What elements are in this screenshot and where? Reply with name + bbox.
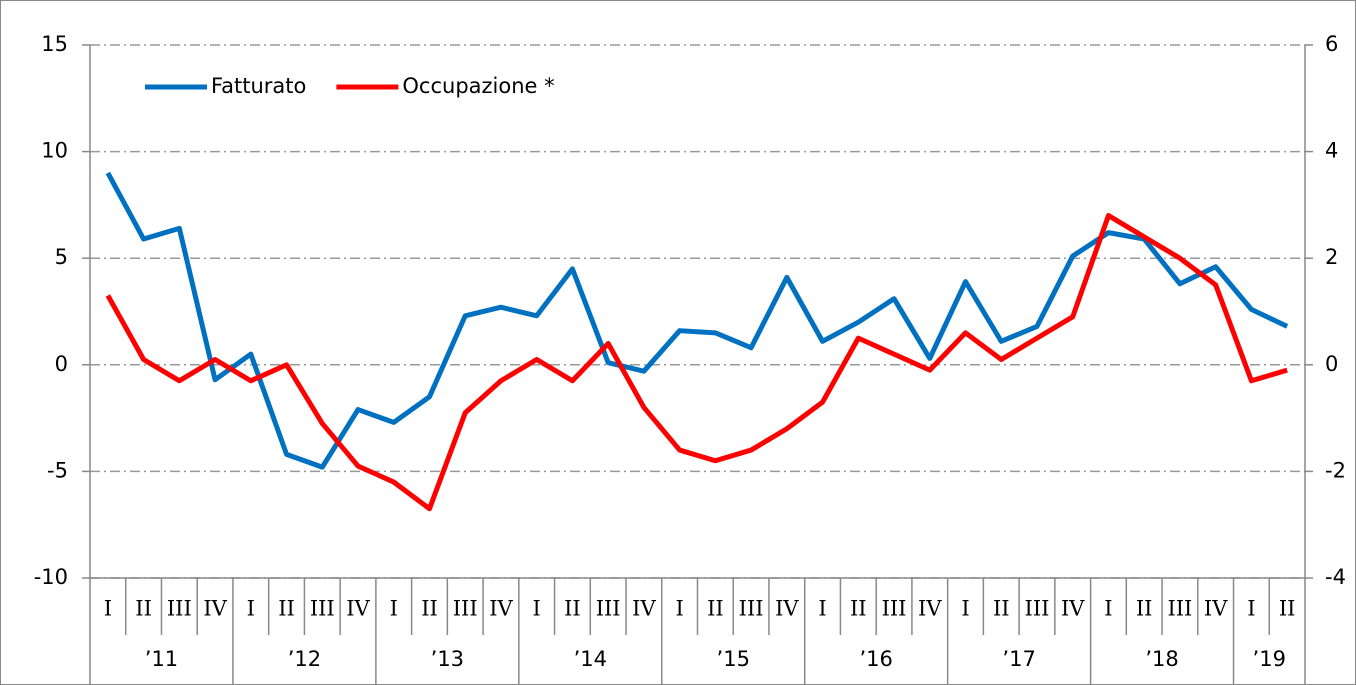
- x-group-label: ’18: [1145, 647, 1178, 671]
- x-tick-label: II: [1136, 597, 1153, 621]
- x-tick-label: III: [1167, 597, 1192, 621]
- x-tick-label: I: [818, 597, 826, 621]
- x-tick-label: III: [310, 597, 335, 621]
- y2-tick-label: 6: [1325, 32, 1338, 56]
- x-tick-label: I: [390, 597, 398, 621]
- x-tick-label: I: [533, 597, 541, 621]
- x-tick-label: II: [135, 597, 152, 621]
- x-group-label: ’17: [1002, 647, 1035, 671]
- series-line: [105, 171, 1289, 470]
- y-tick-label: 10: [41, 139, 68, 163]
- y-tick-label: 5: [55, 245, 68, 269]
- y2-tick-label: -2: [1325, 458, 1346, 482]
- x-tick-label: III: [596, 597, 621, 621]
- series-line: [105, 213, 1288, 512]
- x-tick-label: II: [278, 597, 295, 621]
- x-group-label: ’13: [431, 647, 464, 671]
- x-tick-label: I: [961, 597, 969, 621]
- y-tick-label: 15: [41, 32, 68, 56]
- x-tick-label: I: [1104, 597, 1112, 621]
- x-tick-label: I: [1247, 597, 1255, 621]
- x-tick-label: III: [1025, 597, 1050, 621]
- x-tick-label: IV: [489, 597, 513, 621]
- x-tick-label: II: [1279, 597, 1296, 621]
- y2-tick-label: 2: [1325, 245, 1338, 269]
- y2-tick-label: 4: [1325, 139, 1338, 163]
- x-tick-label: IV: [918, 597, 942, 621]
- y-tick-label: -10: [34, 565, 68, 589]
- x-tick-label: II: [850, 597, 867, 621]
- x-tick-label: II: [421, 597, 438, 621]
- x-tick-label: III: [739, 597, 764, 621]
- x-tick-label: IV: [775, 597, 799, 621]
- x-tick-label: III: [167, 597, 192, 621]
- x-tick-label: IV: [1204, 597, 1228, 621]
- x-group-label: ’11: [145, 647, 178, 671]
- x-tick-label: II: [564, 597, 581, 621]
- x-group-label: ’12: [288, 647, 321, 671]
- x-tick-label: IV: [632, 597, 656, 621]
- x-group-label: ’19: [1253, 647, 1286, 671]
- x-tick-label: I: [675, 597, 683, 621]
- x-group-label: ’16: [859, 647, 892, 671]
- x-tick-label: I: [104, 597, 112, 621]
- x-tick-label: II: [707, 597, 724, 621]
- legend-label: Fatturato: [211, 74, 306, 98]
- x-tick-label: III: [882, 597, 907, 621]
- x-tick-label: II: [993, 597, 1010, 621]
- y-tick-label: -5: [47, 458, 68, 482]
- x-group-label: ’14: [574, 647, 607, 671]
- y2-tick-label: -4: [1325, 565, 1346, 589]
- x-group-label: ’15: [717, 647, 750, 671]
- legend-label: Occupazione *: [402, 74, 554, 98]
- x-tick-label: IV: [346, 597, 370, 621]
- x-tick-label: IV: [1061, 597, 1085, 621]
- x-tick-label: III: [453, 597, 478, 621]
- y-tick-label: 0: [55, 352, 68, 376]
- y2-tick-label: 0: [1325, 352, 1338, 376]
- x-tick-label: I: [247, 597, 255, 621]
- x-tick-label: IV: [203, 597, 227, 621]
